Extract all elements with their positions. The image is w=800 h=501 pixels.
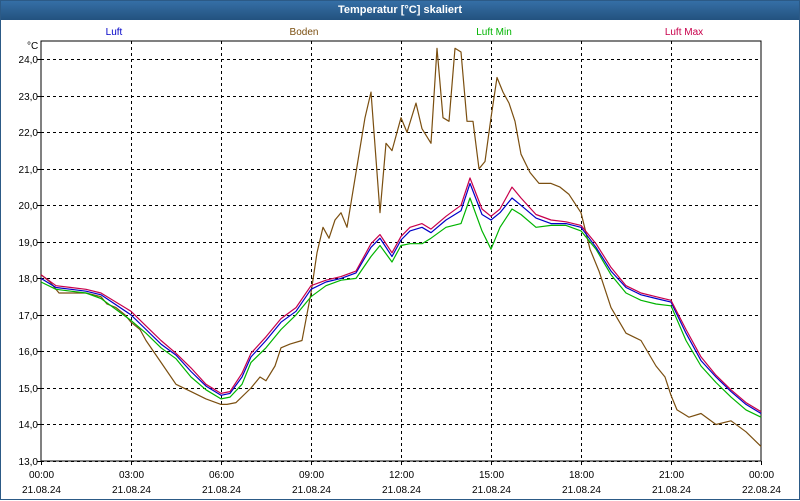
y-tick-label: 13,0 — [19, 457, 39, 468]
y-tick-label: 20,0 — [19, 201, 39, 212]
x-tick-time-label: 18:00 — [569, 470, 594, 481]
x-tick-time-label: 03:00 — [119, 470, 144, 481]
y-tick-label: 18,0 — [19, 274, 39, 285]
x-tick-date-label: 22.08.24 — [742, 485, 781, 496]
y-tick-label: 14,0 — [19, 420, 39, 431]
x-tick-time-label: 21:00 — [659, 470, 684, 481]
y-tick-label: 17,0 — [19, 311, 39, 322]
series-line-luft-min — [40, 197, 762, 418]
axes: 13,0 14,0 15,0 16,0 17,0 18,0 19,0 20,0 21,0 22,0… — [19, 41, 782, 496]
x-tick-time-label: 00:00 — [29, 470, 54, 481]
legend-item-boden: Boden — [290, 27, 319, 38]
x-tick-time-label: 00:00 — [749, 470, 774, 481]
x-tick-date-label: 21.08.24 — [652, 485, 691, 496]
window-title: Temperatur [°C] skaliert — [1, 1, 799, 20]
y-tick-label: 19,0 — [19, 238, 39, 249]
y-axis-unit-label: °C — [27, 41, 38, 52]
y-tick-label: 23,0 — [19, 92, 39, 103]
y-tick-label: 21,0 — [19, 165, 39, 176]
series-line-luft-max — [40, 177, 762, 413]
series-line-luft — [40, 182, 762, 415]
x-tick-date-label: 21.08.24 — [562, 485, 601, 496]
y-tick-label: 22,0 — [19, 128, 39, 139]
series-group — [40, 47, 762, 447]
x-tick-time-label: 15:00 — [479, 470, 504, 481]
x-tick-date-label: 21.08.24 — [112, 485, 151, 496]
x-tick-date-label: 21.08.24 — [292, 485, 331, 496]
grid — [40, 40, 762, 462]
legend-item-luft-min: Luft Min — [476, 27, 512, 38]
legend-item-luft-max: Luft Max — [665, 27, 703, 38]
x-tick-date-label: 21.08.24 — [22, 485, 61, 496]
legend-item-luft: Luft — [106, 27, 123, 38]
x-tick-date-label: 21.08.24 — [382, 485, 421, 496]
x-tick-date-label: 21.08.24 — [472, 485, 511, 496]
x-tick-time-label: 12:00 — [389, 470, 414, 481]
y-tick-label: 16,0 — [19, 347, 39, 358]
x-tick-date-label: 21.08.24 — [202, 485, 241, 496]
series-line-boden — [40, 47, 762, 447]
y-tick-label: 24,0 — [19, 55, 39, 66]
legend: Luft Boden Luft Min Luft Max — [106, 27, 704, 38]
y-tick-label: 15,0 — [19, 384, 39, 395]
x-tick-time-label: 09:00 — [299, 470, 324, 481]
x-tick-time-label: 06:00 — [209, 470, 234, 481]
